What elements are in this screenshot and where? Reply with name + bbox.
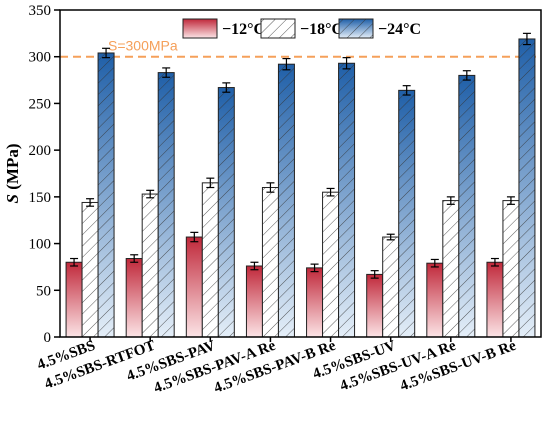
- legend-swatch-series-3: [338, 18, 374, 39]
- y-tick-label: 350: [29, 3, 52, 19]
- y-axis-label-symbol: S: [3, 194, 22, 203]
- bar-series-2: [502, 200, 520, 338]
- y-tick-label: 250: [29, 96, 52, 112]
- y-tick-label: 50: [36, 283, 51, 299]
- bar-series-1: [486, 261, 504, 338]
- y-axis: 0 50 100 150 200 250 300 350: [29, 3, 60, 346]
- legend-label: −12°C: [222, 21, 265, 38]
- bar-series-2: [201, 182, 219, 338]
- bar-series-2: [322, 191, 340, 338]
- bar-series-3: [338, 62, 356, 338]
- bar-series-3: [518, 38, 536, 338]
- legend-label: −18°C: [300, 21, 343, 38]
- bar-series-1: [125, 258, 143, 338]
- y-axis-label: S (MPa): [3, 144, 22, 204]
- legend-label: −24°C: [378, 21, 421, 38]
- bar-series-1: [306, 267, 324, 338]
- bar-series-1: [185, 236, 203, 338]
- legend-swatch-series-2: [260, 18, 296, 39]
- bar-series-2: [81, 201, 99, 338]
- bar-series-3: [97, 52, 115, 338]
- bar-series-1: [426, 262, 444, 338]
- error-bars-group: [70, 32, 531, 279]
- bar-series-3: [277, 63, 295, 338]
- bar-series-2: [442, 200, 460, 338]
- reference-line-group: S=300MPa: [60, 38, 541, 58]
- y-tick-label: 150: [29, 190, 52, 206]
- y-axis-label-unit: (MPa): [3, 144, 22, 195]
- bar-series-1: [366, 273, 384, 338]
- reference-line-label: S=300MPa: [108, 38, 178, 54]
- bar-series-2: [261, 187, 279, 338]
- bar-series-3: [157, 72, 175, 338]
- bar-series-3: [458, 74, 476, 338]
- bar-series-1: [245, 265, 263, 338]
- y-tick-label: 0: [44, 330, 52, 346]
- legend-swatch-series-1: [182, 18, 218, 39]
- bar-series-3: [398, 89, 416, 338]
- y-tick-label: 100: [29, 237, 52, 253]
- plot-frame: [59, 9, 542, 338]
- bar-series-2: [141, 193, 159, 338]
- bars-group: [65, 38, 536, 338]
- y-tick-label: 300: [29, 50, 52, 66]
- y-tick-label: 200: [29, 143, 52, 159]
- legend: −12°C −18°C −24°C: [182, 18, 421, 39]
- bar-series-2: [382, 236, 400, 338]
- x-axis: 4.5%SBS4.5%SBS-RTFOT4.5%SBS-PAV4.5%SBS-P…: [35, 337, 519, 397]
- bar-series-3: [217, 87, 235, 338]
- bar-series-1: [65, 261, 83, 338]
